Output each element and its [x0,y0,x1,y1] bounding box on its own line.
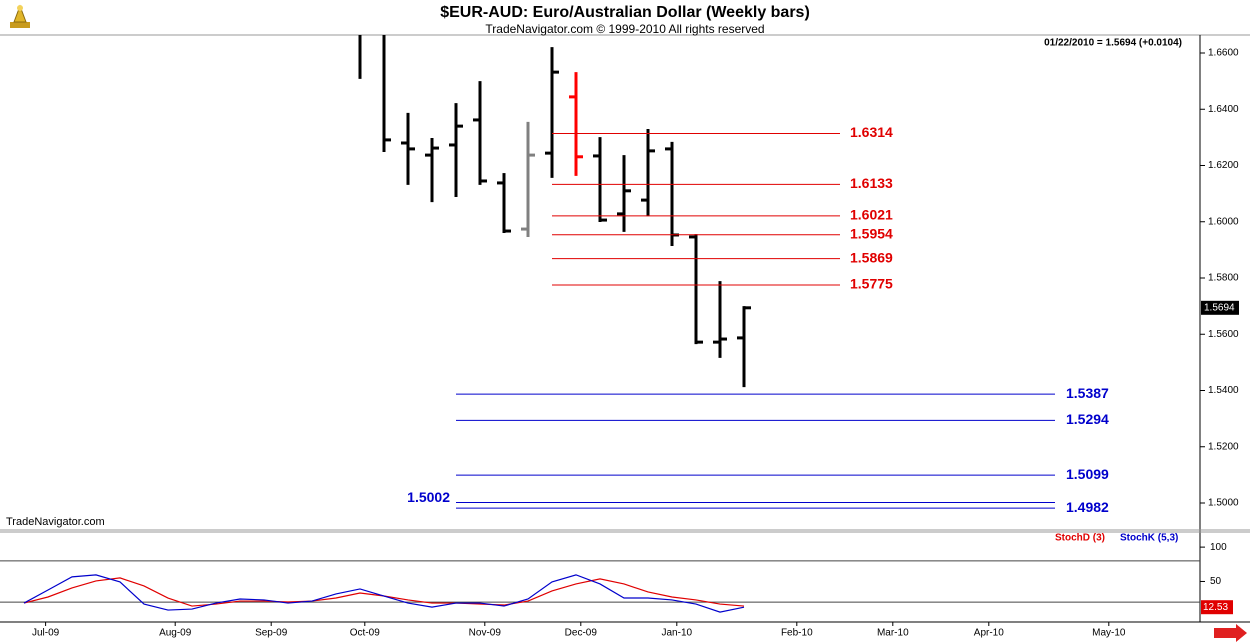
support-label: 1.5387 [1066,385,1109,401]
resistance-label: 1.5775 [850,276,893,292]
last-price-label: 1.5694 [1204,302,1235,313]
x-tick-label: Oct-09 [350,628,380,639]
y-tick-label: 1.5000 [1208,498,1239,509]
y-tick-label: 1.5600 [1208,329,1239,340]
support-label: 1.4982 [1066,499,1109,515]
y-tick-label: 100 [1210,542,1227,553]
stoch-line [23,574,745,613]
x-tick-label: Jan-10 [662,628,693,639]
x-tick-label: Apr-10 [974,628,1004,639]
x-tick-label: May-10 [1092,628,1126,639]
y-tick-label: 1.6000 [1208,216,1239,227]
x-tick-label: Feb-10 [781,628,813,639]
chart-subtitle: TradeNavigator.com © 1999-2010 All right… [485,22,764,36]
resistance-label: 1.6021 [850,207,893,223]
x-tick-label: Nov-09 [469,628,502,639]
last-price-box [1201,300,1239,315]
resistance-label: 1.6314 [850,124,893,140]
legend-entry: StochD (3) [1055,533,1105,544]
logo [10,4,30,28]
y-tick-label: 50 [1210,576,1222,587]
support-label: 1.5099 [1066,466,1109,482]
footer: TradeNavigator.com [6,516,105,528]
resistance-label: 1.6133 [850,175,893,191]
y-tick-label: 1.5400 [1208,385,1239,396]
y-tick-label: 1.5200 [1208,441,1239,452]
x-tick-label: Jul-09 [32,628,60,639]
resistance-label: 1.5869 [850,249,893,265]
resistance-label: 1.5954 [850,225,893,241]
last-value-box [1201,600,1233,615]
x-tick-label: Mar-10 [877,628,909,639]
chart-title: $EUR-AUD: Euro/Australian Dollar (Weekly… [440,4,810,21]
y-tick-label: 1.6400 [1208,104,1239,115]
y-tick-label: 1.6600 [1208,48,1239,59]
stoch-panel [0,560,1200,613]
x-tick-label: Aug-09 [159,628,192,639]
price-panel [358,35,1055,509]
x-tick-label: Dec-09 [565,628,598,639]
support-label: 1.5002 [407,489,450,505]
price-annotation: 01/22/2010 = 1.5694 (+0.0104) [1044,38,1182,49]
y-tick-label: 1.5800 [1208,273,1239,284]
x-tick-label: Sep-09 [255,628,288,639]
legend-entry: StochK (5,3) [1120,533,1178,544]
scroll-arrow[interactable] [1214,624,1247,642]
support-label: 1.5294 [1066,411,1109,427]
y-tick-label: 1.6200 [1208,160,1239,171]
last-value-label: 12.53 [1203,602,1228,613]
